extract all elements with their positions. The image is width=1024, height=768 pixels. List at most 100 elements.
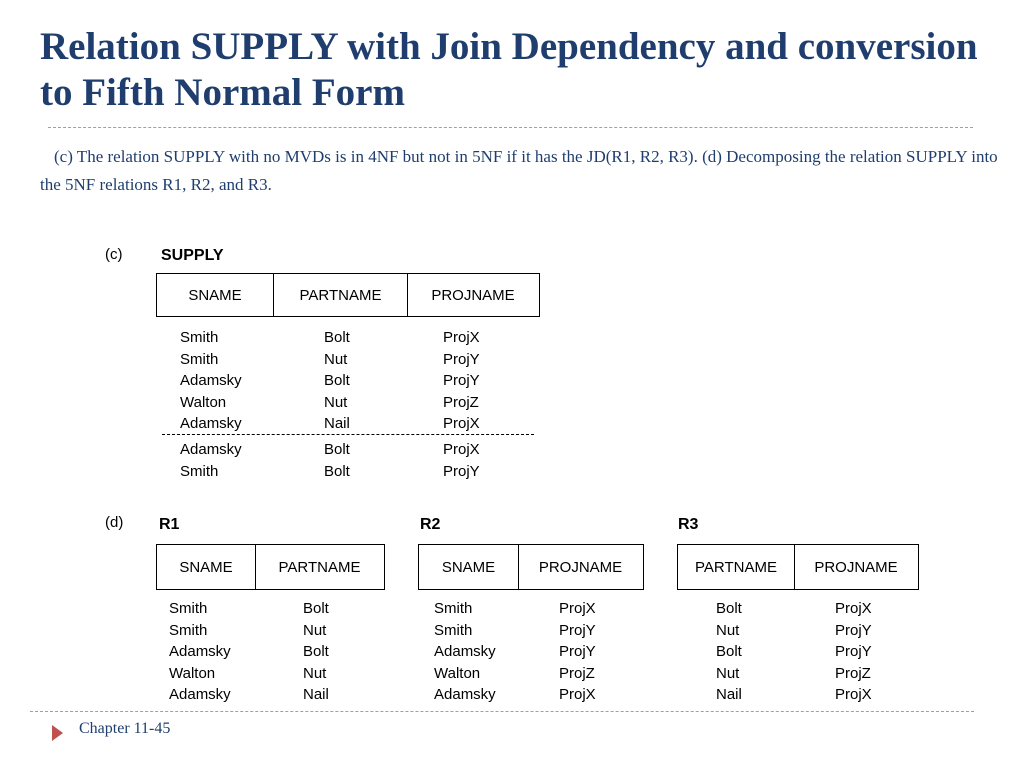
r2-col-sname: SNAME bbox=[441, 558, 496, 576]
cell-sname: Adamsky bbox=[434, 643, 496, 660]
cell-sname: Adamsky bbox=[169, 686, 231, 703]
cell-projname: ProjZ bbox=[443, 393, 479, 411]
cell-partname: Nut bbox=[303, 664, 327, 682]
table-row: Smith Bolt bbox=[169, 598, 329, 620]
supply-rows: Smith Bolt ProjX Smith Nut ProjY Adamsky… bbox=[180, 327, 480, 435]
cell-sname: Walton bbox=[169, 664, 216, 682]
cell-projname: ProjY bbox=[443, 350, 480, 368]
cell-partname: Nail bbox=[303, 686, 329, 703]
cell-projname: ProjY bbox=[443, 372, 480, 389]
cell-projname: ProjX bbox=[835, 600, 872, 617]
triangle-bullet-icon bbox=[52, 725, 63, 741]
table-row: Adamsky Bolt ProjX bbox=[180, 439, 480, 461]
supply-relation-name: SUPPLY bbox=[161, 247, 224, 264]
part-d-label: (d) bbox=[105, 514, 124, 531]
footer-divider bbox=[30, 711, 974, 712]
cell-projname: ProjX bbox=[443, 441, 480, 458]
cell-sname: Adamsky bbox=[169, 643, 231, 660]
table-row: Walton Nut bbox=[169, 663, 329, 685]
supply-header: SNAME PARTNAME PROJNAME bbox=[156, 273, 540, 317]
cell-projname: ProjY bbox=[443, 462, 480, 480]
table-row: Bolt ProjX bbox=[716, 598, 872, 620]
cell-partname: Bolt bbox=[324, 441, 350, 458]
r2-header: SNAME PROJNAME bbox=[418, 544, 644, 590]
table-row: Adamsky Nail bbox=[169, 684, 329, 706]
cell-sname: Smith bbox=[169, 621, 208, 639]
cell-projname: ProjX bbox=[443, 415, 480, 432]
table-row: Nut ProjZ bbox=[716, 663, 872, 685]
supply-col-projname: PROJNAME bbox=[407, 274, 538, 316]
r2-relation-name: R2 bbox=[420, 516, 441, 533]
r3-relation-name: R3 bbox=[678, 516, 699, 533]
part-c-label: (c) bbox=[105, 246, 123, 263]
title-divider bbox=[48, 127, 973, 128]
cell-sname: Adamsky bbox=[180, 372, 242, 389]
cell-partname: Nail bbox=[324, 415, 350, 432]
cell-sname: Smith bbox=[169, 600, 208, 617]
table-row: Walton Nut ProjZ bbox=[180, 392, 480, 414]
table-row: Smith ProjY bbox=[434, 620, 596, 642]
table-row: Adamsky ProjY bbox=[434, 641, 596, 663]
table-row: Adamsky ProjX bbox=[434, 684, 596, 706]
cell-projname: ProjY bbox=[559, 643, 596, 660]
cell-partname: Bolt bbox=[324, 372, 350, 389]
cell-sname: Adamsky bbox=[434, 686, 496, 703]
footer-chapter: Chapter 11-45 bbox=[79, 720, 171, 737]
cell-partname: Nut bbox=[324, 393, 348, 411]
cell-projname: ProjX bbox=[559, 686, 596, 703]
cell-partname: Nail bbox=[716, 686, 742, 703]
cell-partname: Nut bbox=[716, 621, 740, 639]
supply-col-sname: SNAME bbox=[188, 286, 242, 304]
cell-partname: Bolt bbox=[303, 643, 329, 660]
cell-partname: Bolt bbox=[303, 600, 329, 617]
r2-rows: Smith ProjX Smith ProjY Adamsky ProjY Walto… bbox=[434, 598, 596, 706]
cell-projname: ProjZ bbox=[559, 664, 595, 682]
cell-projname: ProjY bbox=[835, 643, 872, 660]
r1-rows: Smith Bolt Smith Nut Adamsky Bolt Walton Nut… bbox=[169, 598, 329, 706]
table-row: Smith Bolt ProjX bbox=[180, 327, 480, 349]
table-row: Smith Bolt ProjY bbox=[180, 461, 480, 483]
table-row: Nut ProjY bbox=[716, 620, 872, 642]
cell-sname: Adamsky bbox=[180, 441, 242, 458]
dashed-separator bbox=[162, 434, 534, 435]
cell-projname: ProjX bbox=[443, 329, 480, 346]
cell-projname: ProjZ bbox=[835, 664, 871, 682]
cell-sname: Adamsky bbox=[180, 415, 242, 432]
cell-partname: Bolt bbox=[324, 329, 350, 346]
cell-partname: Bolt bbox=[716, 643, 742, 660]
cell-sname: Smith bbox=[180, 462, 219, 480]
table-row: Walton ProjZ bbox=[434, 663, 596, 685]
cell-sname: Smith bbox=[434, 621, 473, 639]
cell-sname: Smith bbox=[180, 329, 219, 346]
cell-sname: Walton bbox=[434, 664, 481, 682]
cell-partname: Nut bbox=[324, 350, 348, 368]
table-row: Adamsky Bolt bbox=[169, 641, 329, 663]
slide-subtitle: (c) The relation SUPPLY with no MVDs is … bbox=[40, 147, 998, 194]
r1-col-partname: PARTNAME bbox=[255, 545, 383, 589]
cell-partname: Bolt bbox=[716, 600, 742, 617]
supply-extra-rows: Adamsky Bolt ProjX Smith Bolt ProjY bbox=[180, 439, 480, 482]
r1-col-sname: SNAME bbox=[179, 558, 233, 576]
cell-projname: ProjX bbox=[559, 600, 596, 617]
cell-projname: ProjX bbox=[835, 686, 872, 703]
cell-partname: Bolt bbox=[324, 462, 350, 480]
table-row: Bolt ProjY bbox=[716, 641, 872, 663]
cell-partname: Nut bbox=[303, 621, 327, 639]
slide-title: Relation SUPPLY with Join Dependency and… bbox=[40, 25, 978, 114]
r3-col-partname: PARTNAME bbox=[695, 558, 777, 576]
table-row: Smith ProjX bbox=[434, 598, 596, 620]
cell-sname: Smith bbox=[180, 350, 219, 368]
r3-header: PARTNAME PROJNAME bbox=[677, 544, 919, 590]
cell-sname: Walton bbox=[180, 393, 227, 411]
cell-projname: ProjY bbox=[835, 621, 872, 639]
table-row: Smith Nut ProjY bbox=[180, 349, 480, 371]
table-row: Smith Nut bbox=[169, 620, 329, 642]
supply-col-partname: PARTNAME bbox=[273, 274, 407, 316]
r3-rows: Bolt ProjX Nut ProjY Bolt ProjY Nut ProjZ Na… bbox=[716, 598, 872, 706]
cell-projname: ProjY bbox=[559, 621, 596, 639]
table-row: Adamsky Nail ProjX bbox=[180, 413, 480, 435]
r3-col-projname: PROJNAME bbox=[794, 545, 917, 589]
table-row: Adamsky Bolt ProjY bbox=[180, 370, 480, 392]
table-row: Nail ProjX bbox=[716, 684, 872, 706]
r1-header: SNAME PARTNAME bbox=[156, 544, 385, 590]
